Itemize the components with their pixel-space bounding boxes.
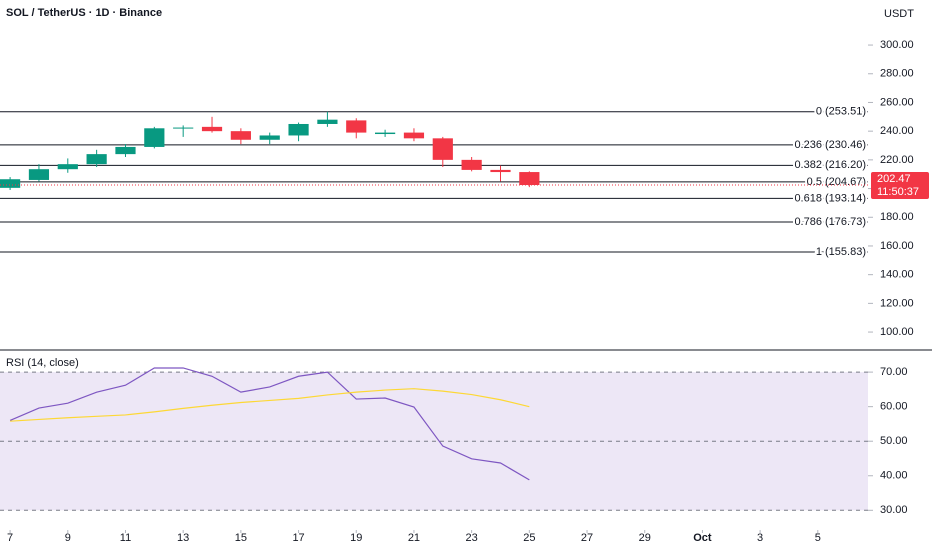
x-tick-label: 11 [120, 532, 131, 544]
y-tick-label: 30.00 [880, 504, 908, 516]
y-tick-label: 140.00 [880, 269, 914, 281]
fib-label: 0.618 (193.14) [794, 192, 866, 204]
last-price-label: 202.47 [877, 173, 911, 185]
fib-label: 0.786 (176.73) [794, 216, 866, 228]
x-tick-label: 29 [639, 532, 651, 544]
chart-title: SOL / TetherUS · 1D · Binance [6, 7, 162, 19]
candle-body [317, 119, 338, 124]
rsi-line [10, 388, 530, 422]
candle-body [57, 164, 78, 170]
candle-body [375, 132, 396, 135]
x-tick-label: 5 [815, 532, 821, 544]
x-tick-label: 23 [466, 532, 478, 544]
y-tick-label: 160.00 [880, 240, 914, 252]
candle-body [173, 127, 194, 129]
indicator-title: RSI (14, close) [6, 357, 79, 369]
x-tick-label: 13 [177, 532, 189, 544]
y-tick-label: 280.00 [880, 68, 914, 80]
fib-label: 0.382 (216.20) [794, 159, 866, 171]
candle-body [403, 132, 425, 139]
fib-label: 0 (253.51) [816, 106, 866, 118]
y-tick-label: 240.00 [880, 125, 914, 137]
rsi-line [9, 367, 530, 481]
x-tick-label: 25 [523, 532, 535, 544]
y-tick-label: 60.00 [880, 401, 908, 413]
x-tick-label: 3 [757, 532, 763, 544]
x-tick-label: 15 [235, 532, 247, 544]
candle-body [86, 154, 107, 165]
countdown-label: 11:50:37 [877, 186, 919, 198]
fib-label: 0.5 (204.67) [807, 176, 866, 188]
x-tick-label: 17 [292, 532, 304, 544]
axis-unit: USDT [884, 8, 914, 20]
last-price-box [871, 172, 929, 200]
y-tick-label: 300.00 [880, 39, 914, 51]
candle-body [0, 179, 21, 188]
y-tick-label: 120.00 [880, 297, 914, 309]
x-tick-label: Oct [693, 532, 712, 544]
candle-body [28, 169, 50, 180]
y-tick-label: 260.00 [880, 96, 914, 108]
candle-body [115, 146, 136, 155]
candle-body [201, 126, 223, 132]
x-tick-label: 21 [408, 532, 420, 544]
y-tick-label: 70.00 [880, 366, 908, 378]
y-tick-label: 40.00 [880, 470, 908, 482]
y-tick-label: 220.00 [880, 154, 914, 166]
fib-label: 0.236 (230.46) [794, 139, 866, 151]
candle-body [346, 120, 367, 133]
x-tick-label: 9 [65, 532, 71, 544]
candle-body [461, 159, 482, 170]
y-tick-label: 50.00 [880, 435, 908, 447]
y-tick-label: 180.00 [880, 211, 914, 223]
candle-body [288, 123, 309, 136]
x-tick-label: 19 [350, 532, 362, 544]
candle-body [144, 128, 165, 147]
candle-body [519, 172, 540, 186]
y-tick-label: 100.00 [880, 326, 914, 338]
candle-body [259, 135, 280, 140]
candle-body [490, 169, 511, 173]
fib-label: 1 (155.83) [816, 246, 866, 258]
x-tick-label: 7 [7, 532, 13, 544]
candle-body [432, 138, 453, 160]
candle-body [230, 131, 251, 140]
x-tick-label: 27 [581, 532, 593, 544]
